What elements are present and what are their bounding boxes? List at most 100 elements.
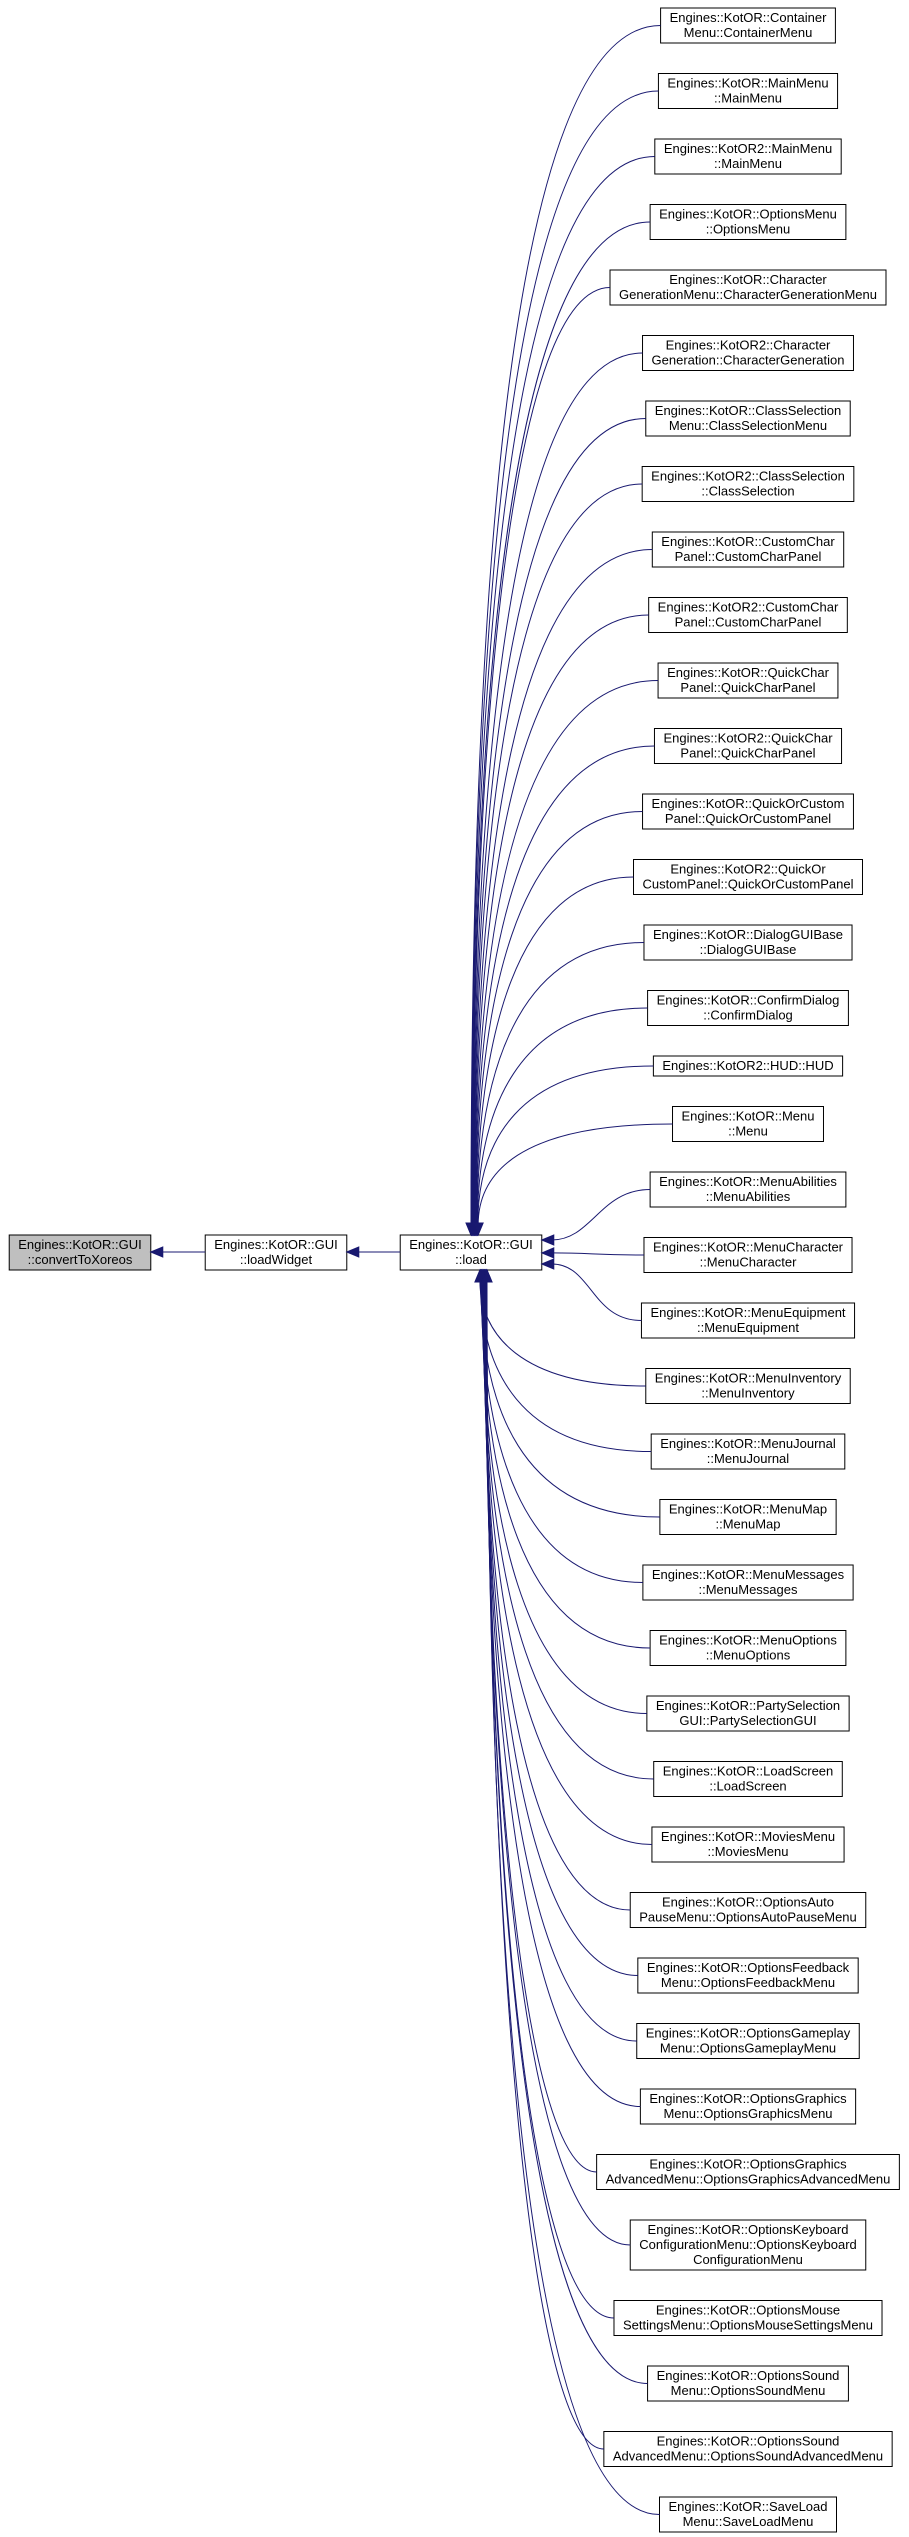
node-label: Panel::CustomCharPanel: [675, 614, 822, 629]
edge: [551, 1263, 642, 1321]
node: Engines::KotOR::QuickOrCustomPanel::Quic…: [642, 793, 854, 830]
node-label: ::Menu: [728, 1123, 768, 1138]
edge: [551, 1252, 644, 1256]
node: Engines::KotOR2::QuickCharPanel::QuickCh…: [653, 728, 843, 764]
edge: [471, 221, 651, 1226]
node-label: ConfigurationMenu: [693, 2252, 803, 2267]
node-label: Engines::KotOR::ConfirmDialog: [657, 992, 840, 1007]
node-label: ::LoadScreen: [709, 1778, 786, 1793]
node: Engines::KotOR::MenuCharacter::MenuChara…: [643, 1237, 853, 1273]
node-label: Engines::KotOR::OptionsSound: [657, 2368, 840, 2383]
edge: [470, 90, 659, 1226]
node: Engines::KotOR2::CustomCharPanel::Custom…: [648, 597, 848, 633]
node-label: Menu::OptionsGameplayMenu: [660, 2040, 836, 2055]
node-label: ConfigurationMenu::OptionsKeyboard: [639, 2237, 857, 2252]
node-label: ::MenuCharacter: [700, 1254, 797, 1269]
edge: [473, 549, 653, 1226]
node-label: Menu::OptionsSoundMenu: [671, 2383, 826, 2398]
node-label: Engines::KotOR::MenuJournal: [660, 1436, 836, 1451]
node-label: AdvancedMenu::OptionsSoundAdvancedMenu: [613, 2448, 883, 2463]
node: Engines::KotOR::Menu::Menu: [672, 1106, 824, 1142]
node-label: Engines::KotOR::OptionsKeyboard: [648, 2222, 849, 2237]
node-box: [653, 728, 843, 764]
node-label: Engines::KotOR::GUI: [214, 1237, 338, 1252]
node-box: [641, 466, 855, 502]
node: Engines::KotOR::OptionsAutoPauseMenu::Op…: [629, 1892, 867, 1928]
node-box: [645, 400, 851, 437]
node-label: Panel::CustomCharPanel: [675, 549, 822, 564]
node-label: Engines::KotOR::OptionsSound: [657, 2433, 840, 2448]
node-label: Engines::KotOR2::ClassSelection: [651, 468, 845, 483]
node-label: Panel::QuickOrCustomPanel: [665, 811, 831, 826]
edge: [483, 1279, 637, 2042]
edge: [482, 1279, 654, 1780]
edge: [474, 680, 659, 1226]
node-label: ::MenuEquipment: [697, 1320, 799, 1335]
node: Engines::KotOR::MoviesMenu::MoviesMenu: [651, 1826, 845, 1863]
node-label: Engines::KotOR::MenuCharacter: [653, 1239, 844, 1254]
node-box: [603, 2431, 893, 2467]
edge: [477, 1123, 673, 1226]
node-label: Engines::KotOR::ClassSelection: [655, 403, 841, 418]
node: Engines::KotOR::OptionsMenu::OptionsMenu: [649, 204, 847, 240]
edge: [479, 1279, 646, 1387]
node-label: Engines::KotOR::LoadScreen: [663, 1763, 834, 1778]
node-box: [647, 990, 849, 1026]
node-box: [642, 793, 854, 830]
node: Engines::KotOR::SaveLoadMenu::SaveLoadMe…: [659, 2496, 837, 2533]
node-label: GenerationMenu::CharacterGenerationMenu: [619, 287, 877, 302]
node-box: [8, 1234, 152, 1271]
arrowhead: [149, 1246, 164, 1258]
node-label: Engines::KotOR::MenuAbilities: [659, 1174, 837, 1189]
node: Engines::KotOR::OptionsSoundAdvancedMenu…: [603, 2431, 893, 2467]
node-label: Engines::KotOR::Menu: [682, 1108, 815, 1123]
node-label: GUI::PartySelectionGUI: [679, 1713, 816, 1728]
node: Engines::KotOR::MenuEquipment::MenuEquip…: [640, 1302, 856, 1339]
node: Engines::KotOR::CharacterGenerationMenu:…: [609, 269, 887, 306]
edge: [486, 1279, 604, 2450]
node-box: [643, 924, 853, 961]
edge: [476, 1007, 648, 1226]
arrowhead: [540, 1258, 555, 1270]
node: Engines::KotOR::MenuMessages::MenuMessag…: [642, 1564, 854, 1601]
node-box: [659, 2496, 837, 2533]
arrowhead: [540, 1234, 555, 1246]
node-label: ::MenuInventory: [701, 1385, 795, 1400]
node: Engines::KotOR::LoadScreen::LoadScreen: [653, 1761, 843, 1797]
node-label: ::MenuMessages: [699, 1582, 798, 1597]
node-box: [204, 1234, 348, 1271]
node: Engines::KotOR2::QuickOrCustomPanel::Qui…: [633, 859, 863, 895]
node: Engines::KotOR::MenuOptions::MenuOptions: [649, 1630, 847, 1666]
node-label: ::MenuJournal: [707, 1451, 789, 1466]
node-box: [613, 2300, 883, 2336]
node: Engines::KotOR::CustomCharPanel::CustomC…: [651, 531, 845, 568]
node-label: Menu::ContainerMenu: [684, 25, 813, 40]
node-label: Panel::QuickCharPanel: [680, 745, 815, 760]
edge: [472, 287, 611, 1226]
node: Engines::KotOR::MenuAbilities::MenuAbili…: [649, 1171, 847, 1208]
node-box: [649, 204, 847, 240]
node-box: [643, 1237, 853, 1273]
node-label: ::MenuMap: [715, 1516, 780, 1531]
edge: [481, 1279, 651, 1649]
node-label: Engines::KotOR::OptionsGraphics: [649, 2091, 847, 2106]
node: Engines::KotOR::GUI::loadWidget: [204, 1234, 348, 1271]
node-label: Engines::KotOR::MenuEquipment: [650, 1305, 845, 1320]
node: Engines::KotOR2::ClassSelection::ClassSe…: [641, 466, 855, 502]
node-label: ::MenuOptions: [706, 1647, 791, 1662]
edge: [477, 1065, 654, 1226]
node: Engines::KotOR2::HUD::HUD: [652, 1055, 844, 1077]
node-label: ::OptionsMenu: [706, 221, 791, 236]
node-box: [654, 138, 842, 175]
edge: [473, 483, 643, 1226]
node-label: Engines::KotOR::Container: [670, 10, 827, 25]
node: Engines::KotOR::OptionsGameplayMenu::Opt…: [636, 2023, 860, 2059]
node-label: Engines::KotOR::MainMenu: [667, 75, 828, 90]
edge: [475, 811, 643, 1226]
node-label: Engines::KotOR::GUI: [18, 1237, 142, 1252]
node-box: [651, 1826, 845, 1863]
node-label: ::DialogGUIBase: [700, 942, 797, 957]
node-label: Engines::KotOR::CustomChar: [661, 534, 835, 549]
node: Engines::KotOR::OptionsKeyboardConfigura…: [629, 2219, 867, 2271]
